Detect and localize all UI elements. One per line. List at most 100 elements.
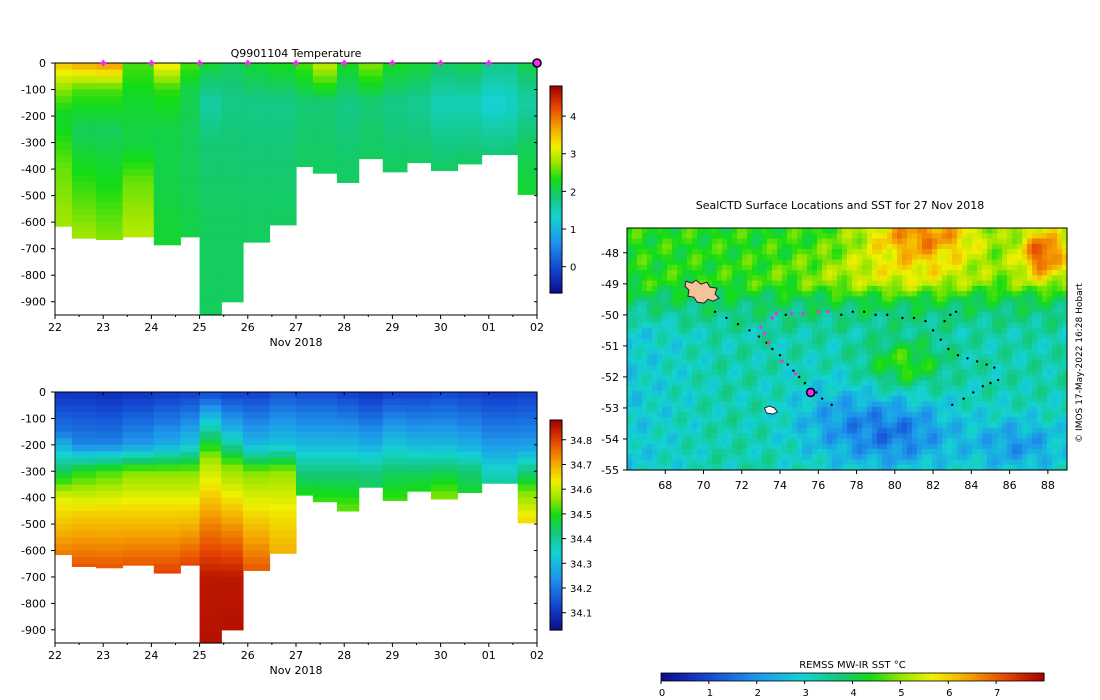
sst-cell	[777, 354, 783, 361]
sst-cell	[842, 322, 848, 329]
data-cell	[71, 175, 97, 183]
sst-cell	[797, 417, 803, 424]
sst-cell	[777, 412, 783, 418]
sst-cell	[977, 396, 983, 403]
sst-cell	[632, 406, 638, 413]
sst-cell	[767, 343, 773, 350]
sst-cell	[1057, 364, 1063, 371]
sst-cell	[762, 354, 768, 361]
sst-cell	[892, 443, 898, 450]
colorbar-swatch	[550, 496, 562, 500]
sst-cell	[947, 396, 953, 403]
sst-cell	[1057, 259, 1063, 266]
sst-cell	[667, 406, 673, 413]
sst-cell	[1002, 364, 1008, 371]
data-cell	[199, 484, 222, 492]
sst-cell	[797, 270, 803, 276]
sst-cell	[1017, 338, 1023, 345]
data-cell	[55, 530, 73, 538]
sst-cell	[1042, 228, 1048, 234]
data-cell	[55, 69, 73, 77]
sst-cell	[927, 228, 933, 234]
sst-cell	[977, 406, 983, 413]
sst-cell	[957, 359, 963, 366]
data-cell	[296, 405, 314, 413]
sst-cell	[777, 422, 783, 429]
data-cell	[180, 82, 201, 91]
sst-cell	[857, 412, 863, 418]
colorbar-swatch	[550, 456, 562, 460]
sst-cell	[917, 243, 923, 250]
colorbar-swatch	[550, 546, 562, 550]
sst-cell	[852, 259, 858, 266]
sst-cell	[942, 291, 948, 297]
data-cell	[430, 438, 459, 446]
sst-cell	[672, 359, 678, 366]
sst-cell	[702, 422, 708, 429]
sst-cell	[992, 233, 998, 240]
sst-cell	[937, 270, 943, 276]
sst-cell	[727, 238, 733, 245]
sst-cell	[697, 375, 703, 382]
sst-cell	[767, 385, 773, 392]
sst-cell	[892, 254, 898, 261]
data-cell	[221, 392, 244, 400]
data-cell	[406, 471, 432, 479]
sst-cell	[952, 301, 958, 308]
sst-cell	[752, 249, 758, 255]
sst-cell	[882, 406, 888, 413]
data-cell	[180, 451, 201, 459]
sst-cell	[1007, 349, 1013, 355]
sst-cell	[997, 406, 1003, 413]
data-cell	[199, 563, 222, 571]
data-cell	[221, 96, 244, 104]
sst-cell	[1027, 417, 1033, 424]
sst-cell	[677, 228, 683, 234]
sst-cell	[907, 249, 913, 255]
colorbar-swatch	[550, 176, 562, 180]
data-cell	[199, 96, 222, 104]
sst-cell	[697, 380, 703, 387]
data-cell	[457, 451, 483, 459]
sst-cell	[862, 291, 868, 297]
sst-cell	[767, 380, 773, 387]
sst-cell	[1062, 238, 1068, 245]
sst-cell	[627, 285, 633, 292]
data-cell	[296, 129, 314, 137]
sst-cell	[682, 412, 688, 418]
sst-cell	[937, 343, 943, 350]
sst-cell	[947, 380, 953, 387]
data-cell	[199, 208, 222, 217]
sst-cell	[812, 438, 818, 445]
sst-cell	[1057, 433, 1063, 440]
sst-cell	[762, 270, 768, 276]
sst-cell	[802, 249, 808, 255]
sst-cell	[957, 254, 963, 261]
sst-cell	[1062, 233, 1068, 240]
data-cell	[242, 484, 271, 492]
sst-cell	[1047, 396, 1053, 403]
sst-cell	[1012, 343, 1018, 350]
sst-cell	[722, 228, 728, 234]
data-cell	[199, 155, 222, 164]
sst-cell	[992, 427, 998, 434]
sst-cell	[1012, 296, 1018, 303]
sst-cell	[1032, 259, 1038, 266]
data-cell	[242, 477, 271, 486]
data-cell	[199, 392, 222, 400]
sst-cell	[1032, 385, 1038, 392]
x-tick-label: 25	[193, 649, 207, 662]
sst-cell	[997, 233, 1003, 240]
sst-cell	[872, 228, 878, 234]
sst-cell	[997, 264, 1003, 271]
sst-cell	[782, 322, 788, 329]
sst-cell	[807, 380, 813, 387]
data-cell	[336, 116, 360, 124]
profile-column	[517, 392, 538, 524]
profile-column	[505, 392, 519, 484]
sst-cell	[852, 380, 858, 387]
colorbar-tick-label: 34.5	[570, 510, 592, 521]
sst-cell	[737, 364, 743, 371]
sst-cell	[877, 301, 883, 308]
sst-cell	[682, 338, 688, 345]
